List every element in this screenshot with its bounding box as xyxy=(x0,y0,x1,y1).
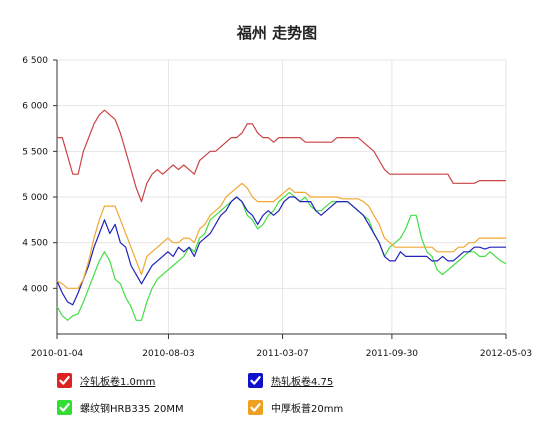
series-line xyxy=(56,182,506,289)
chart-title: 福州 走势图 xyxy=(236,24,318,42)
y-tick-label: 5 000 xyxy=(22,193,48,203)
x-tick-label: 2010-08-03 xyxy=(142,349,194,359)
y-tick-label: 4 500 xyxy=(22,239,48,249)
y-axis-ticks: 6 500 6 000 5 500 5 000 4 500 4 000 xyxy=(22,56,57,294)
y-tick-label: 6 000 xyxy=(22,102,48,112)
series-line xyxy=(57,109,506,203)
x-axis-ticks: 2010-01-04 2010-08-03 2011-03-07 2011-09-30… xyxy=(31,334,532,359)
legend-item[interactable]: 中厚板普20mm xyxy=(248,400,343,415)
legend-label: 螺纹钢HRB335 20MM xyxy=(80,404,184,415)
series-line xyxy=(56,196,506,306)
checkbox-icon[interactable] xyxy=(57,373,72,388)
legend-item[interactable]: 冷轧板卷1.0mm xyxy=(57,373,155,388)
chart-grid xyxy=(56,59,507,334)
x-tick-label: 2012-05-03 xyxy=(480,349,532,359)
series-lines xyxy=(56,109,507,321)
legend-label: 冷轧板卷1.0mm xyxy=(80,377,156,388)
y-tick-label: 6 500 xyxy=(22,56,48,66)
legend-item[interactable]: 螺纹钢HRB335 20MM xyxy=(57,400,184,415)
checkbox-icon[interactable] xyxy=(57,400,72,415)
x-tick-label: 2011-09-30 xyxy=(366,349,419,359)
series-line xyxy=(56,191,507,321)
legend-label: 中厚板普20mm xyxy=(271,404,344,415)
y-tick-label: 5 500 xyxy=(22,147,48,157)
checkbox-icon[interactable] xyxy=(248,400,263,415)
legend-label: 热轧板卷4.75 xyxy=(271,377,334,388)
checkbox-icon[interactable] xyxy=(248,373,263,388)
x-tick-label: 2010-01-04 xyxy=(31,349,84,359)
y-tick-label: 4 000 xyxy=(22,284,48,294)
x-tick-label: 2011-03-07 xyxy=(256,349,308,359)
legend-item[interactable]: 热轧板卷4.75 xyxy=(248,373,333,388)
